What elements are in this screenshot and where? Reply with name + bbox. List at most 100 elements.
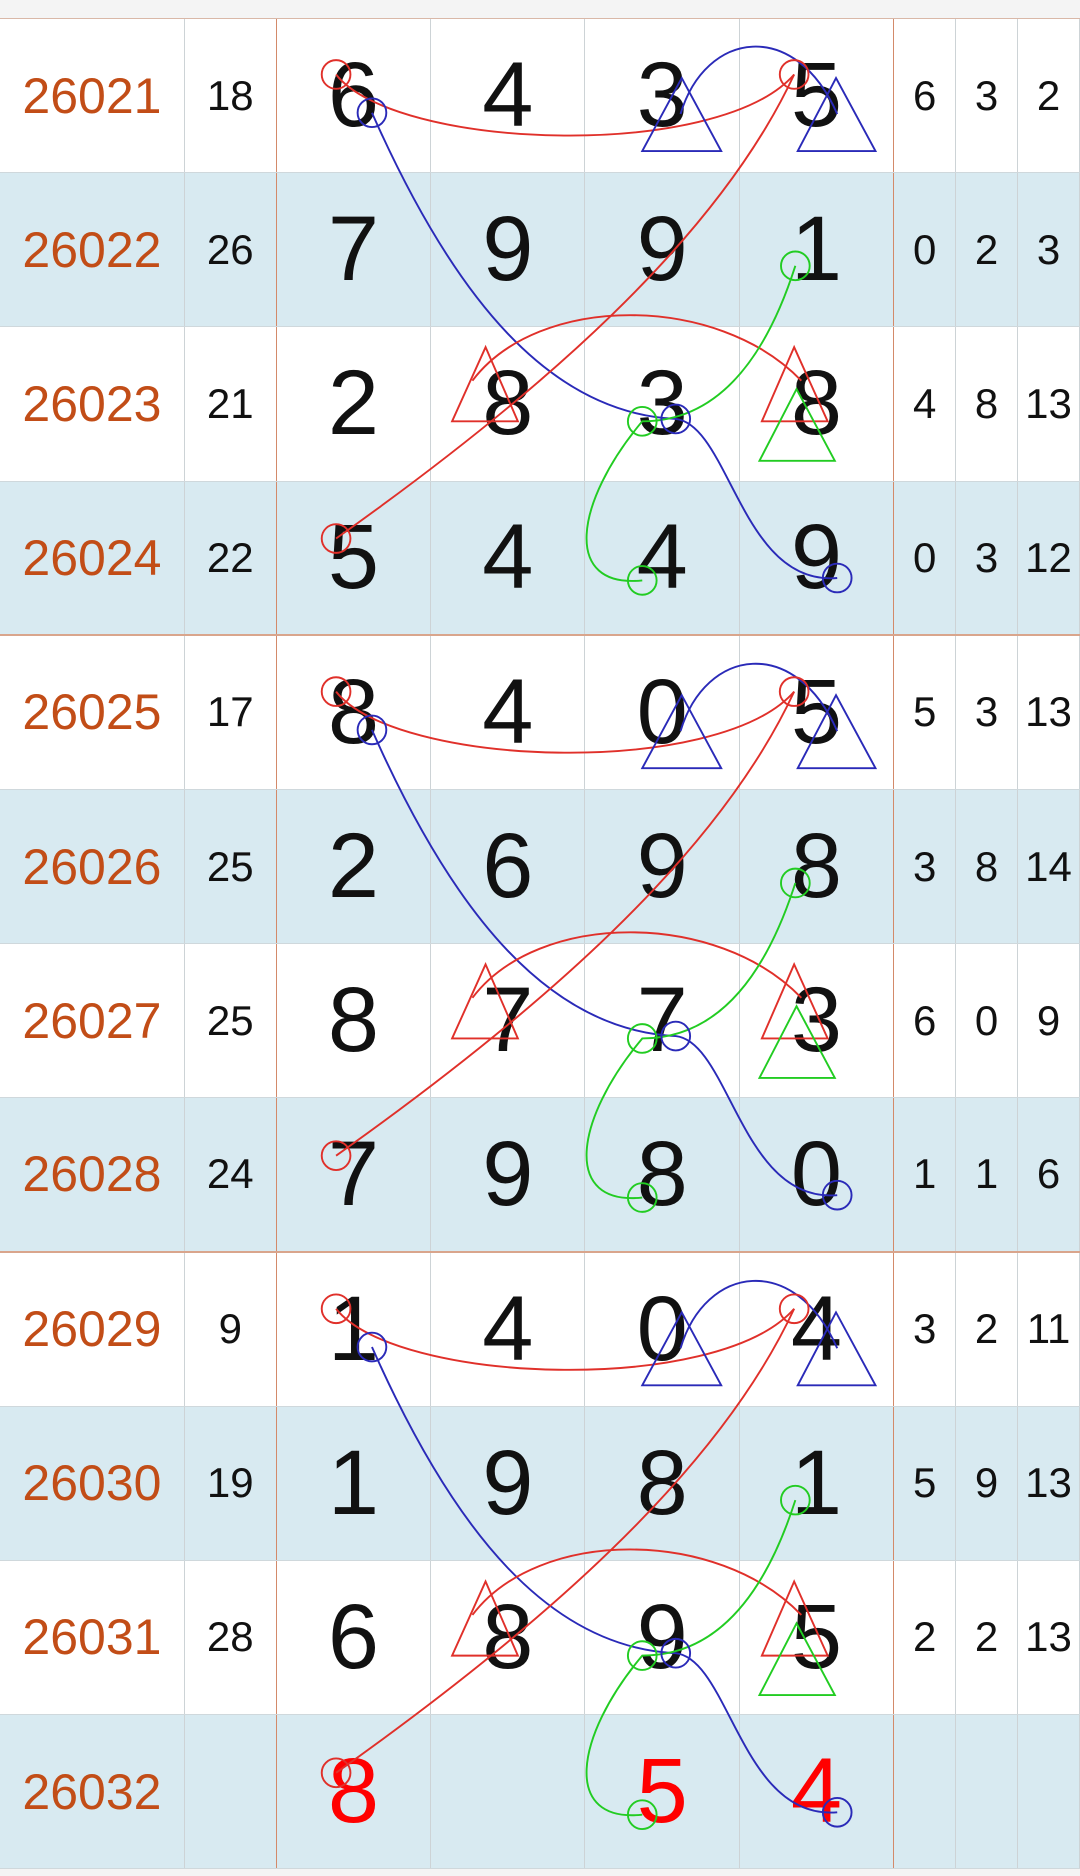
draw-digit: 6	[431, 789, 586, 944]
draw-digit: 5	[740, 1560, 895, 1715]
sum-value: 19	[185, 1406, 277, 1560]
stat-value: 8	[956, 789, 1019, 944]
table-row: 26029 9 1 4 0 4 3 2 11	[0, 1252, 1080, 1407]
table-row: 26022 26 7 9 9 1 0 2 3	[0, 173, 1080, 328]
stat-value: 13	[1018, 327, 1080, 481]
draw-digit: 3	[585, 327, 740, 481]
draw-digit: 7	[431, 944, 586, 1098]
stat-value: 2	[956, 1252, 1019, 1406]
stat-value: 13	[1018, 635, 1080, 789]
draw-digit: 4	[740, 1252, 895, 1406]
draw-digit: 8	[431, 1560, 586, 1715]
stat-value: 0	[894, 481, 957, 634]
table-row: 26025 17 8 4 0 5 5 3 13	[0, 635, 1080, 790]
draw-digit: 9	[740, 481, 895, 634]
issue-number: 26024	[0, 481, 185, 634]
stat-value: 5	[894, 1406, 957, 1560]
draw-digit: 9	[585, 789, 740, 944]
draw-digit: 4	[431, 19, 586, 173]
issue-number: 26031	[0, 1560, 185, 1715]
stat-value: 12	[1018, 481, 1080, 634]
stat-value: 4	[894, 327, 957, 481]
draw-digit: 3	[585, 19, 740, 173]
draw-digit: 6	[277, 1560, 432, 1715]
stat-value	[894, 1715, 957, 1869]
draw-digit: 4	[740, 1715, 895, 1869]
stat-value: 2	[956, 173, 1019, 327]
draw-digit: 9	[585, 173, 740, 327]
draw-digit: 0	[740, 1098, 895, 1251]
sum-value: 22	[185, 481, 277, 634]
draw-digit: 1	[740, 1406, 895, 1560]
stat-value: 3	[1018, 173, 1080, 327]
draw-digit: 0	[585, 635, 740, 789]
stat-value: 0	[956, 944, 1019, 1098]
draw-digit	[431, 1715, 586, 1869]
draw-digit: 6	[277, 19, 432, 173]
draw-digit: 8	[740, 789, 895, 944]
draw-digit: 7	[585, 944, 740, 1098]
table-row: 26027 25 8 7 7 3 6 0 9	[0, 944, 1080, 1099]
stat-value: 13	[1018, 1406, 1080, 1560]
sum-value: 17	[185, 635, 277, 789]
draw-digit: 5	[740, 635, 895, 789]
stat-value: 6	[894, 944, 957, 1098]
table-row: 26030 19 1 9 8 1 5 9 13	[0, 1406, 1080, 1561]
table-row: 26031 28 6 8 9 5 2 2 13	[0, 1560, 1080, 1716]
stat-value: 6	[894, 19, 957, 173]
issue-number: 26025	[0, 635, 185, 789]
draw-digit: 4	[431, 635, 586, 789]
issue-number: 26030	[0, 1406, 185, 1560]
draw-digit: 4	[585, 481, 740, 634]
stat-value: 3	[894, 1252, 957, 1406]
stat-value: 3	[894, 789, 957, 944]
stat-value: 14	[1018, 789, 1080, 944]
stat-value: 3	[956, 635, 1019, 789]
sum-value: 24	[185, 1098, 277, 1251]
draw-digit: 7	[277, 173, 432, 327]
stat-value	[1018, 1715, 1080, 1869]
draw-digit: 8	[585, 1098, 740, 1251]
stat-value: 9	[956, 1406, 1019, 1560]
draw-digit: 7	[277, 1098, 432, 1251]
sum-value	[185, 1715, 277, 1869]
draw-digit: 8	[585, 1406, 740, 1560]
sum-value: 9	[185, 1252, 277, 1406]
sum-value: 28	[185, 1560, 277, 1715]
stat-value: 9	[1018, 944, 1080, 1098]
draw-digit: 1	[277, 1406, 432, 1560]
sum-value: 25	[185, 944, 277, 1098]
stat-value	[956, 1715, 1019, 1869]
stat-value: 5	[894, 635, 957, 789]
draw-digit: 9	[431, 173, 586, 327]
stat-value: 13	[1018, 1560, 1080, 1715]
stat-value: 1	[956, 1098, 1019, 1251]
sum-value: 18	[185, 19, 277, 173]
issue-number: 26029	[0, 1252, 185, 1406]
draw-digit: 5	[585, 1715, 740, 1869]
draw-digit: 8	[277, 1715, 432, 1869]
draw-digit: 8	[740, 327, 895, 481]
stat-value: 1	[894, 1098, 957, 1251]
draw-digit: 3	[740, 944, 895, 1098]
draw-digit: 8	[431, 327, 586, 481]
draw-digit: 8	[277, 944, 432, 1098]
issue-number: 26022	[0, 173, 185, 327]
issue-number: 26021	[0, 19, 185, 173]
draw-digit: 4	[431, 1252, 586, 1406]
stat-value: 2	[894, 1560, 957, 1715]
draw-digit: 9	[585, 1560, 740, 1715]
table-row: 26024 22 5 4 4 9 0 3 12	[0, 481, 1080, 636]
stat-value: 11	[1018, 1252, 1080, 1406]
draw-digit: 2	[277, 327, 432, 481]
stat-value: 2	[956, 1560, 1019, 1715]
draw-digit: 9	[431, 1406, 586, 1560]
issue-number: 26032	[0, 1715, 185, 1869]
draw-digit: 1	[740, 173, 895, 327]
draw-digit: 5	[277, 481, 432, 634]
stat-value: 6	[1018, 1098, 1080, 1251]
lottery-trend-table: 26021 18 6 4 3 5 6 3 2 26022 26 7 9 9 1 0 2 3 26023 21 2 8 3 8 4…	[0, 18, 1080, 1870]
draw-digit: 5	[740, 19, 895, 173]
stat-value: 0	[894, 173, 957, 327]
table-row: 26021 18 6 4 3 5 6 3 2	[0, 19, 1080, 174]
